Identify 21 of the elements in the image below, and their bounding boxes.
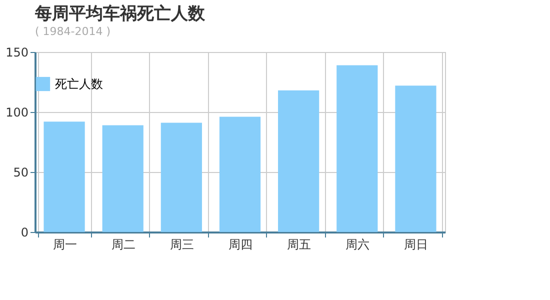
x-tick-label: 周六 — [346, 238, 370, 252]
bar — [336, 65, 378, 232]
x-tick-label: 周日 — [404, 238, 428, 252]
bar — [278, 90, 320, 232]
y-tick-label: 50 — [13, 166, 28, 180]
bar — [102, 125, 144, 232]
bar — [219, 116, 261, 232]
legend-label: 死亡人数 — [55, 77, 103, 91]
y-tick-label: 150 — [6, 46, 28, 60]
bar — [395, 86, 436, 232]
bar — [160, 122, 202, 232]
x-tick-label: 周三 — [170, 238, 194, 252]
x-tick-label: 周一 — [52, 238, 77, 252]
x-tick-label: 周五 — [287, 238, 312, 252]
y-tick-label: 0 — [20, 226, 28, 240]
x-tick-label: 周二 — [111, 238, 136, 252]
chart-title: 每周平均车祸死亡人数 — [34, 4, 206, 24]
bar — [44, 122, 85, 232]
x-tick-label: 周四 — [228, 238, 252, 252]
chart-subtitle: ( 1984-2014 ) — [35, 25, 111, 38]
y-tick-label: 100 — [6, 106, 28, 120]
